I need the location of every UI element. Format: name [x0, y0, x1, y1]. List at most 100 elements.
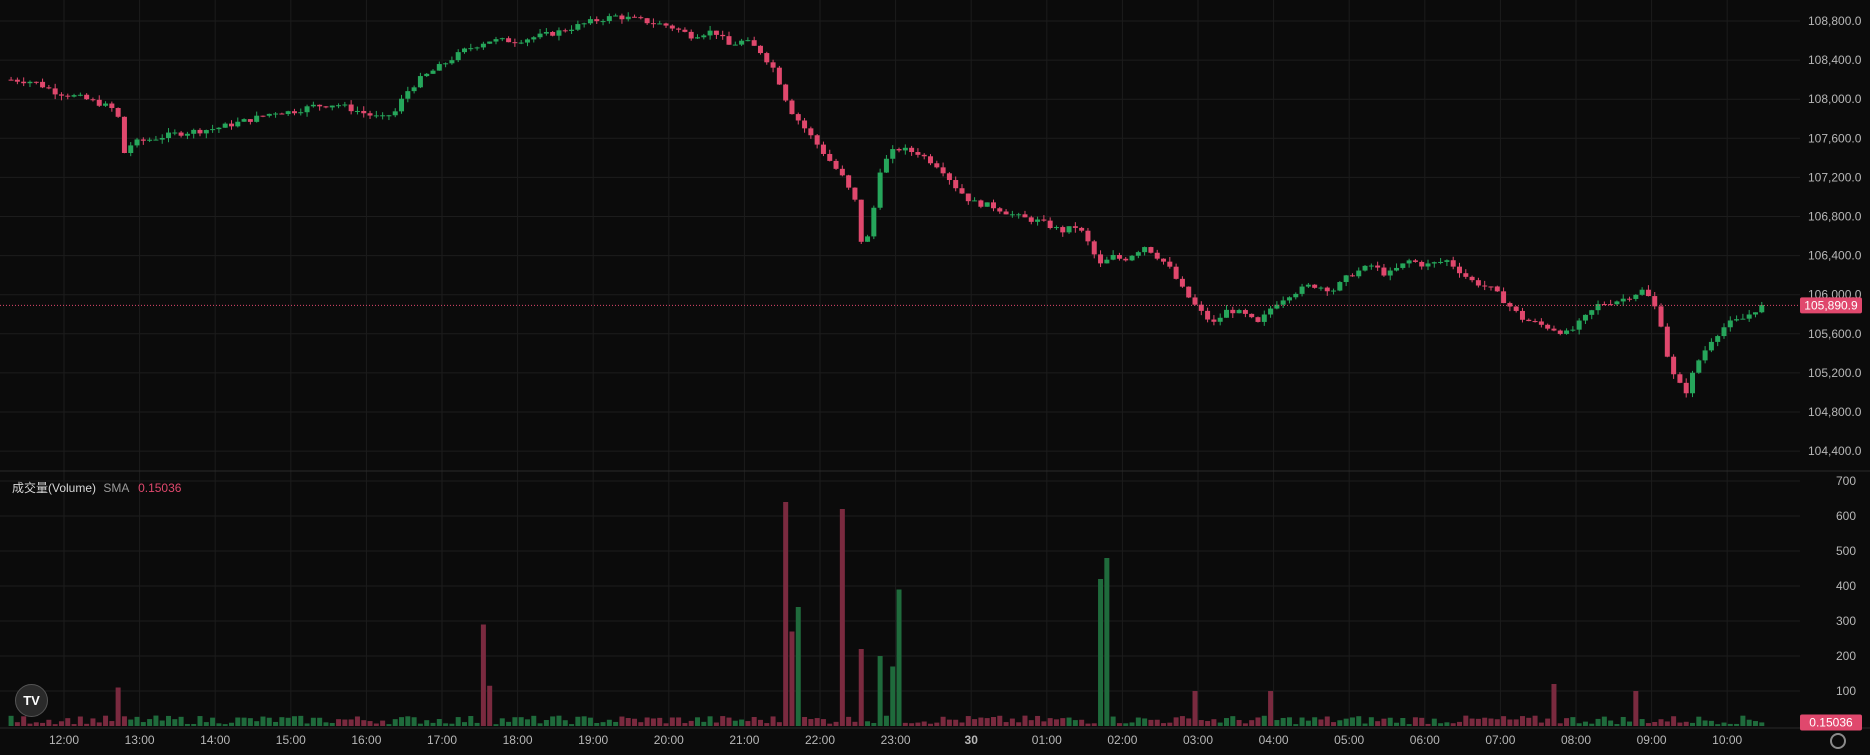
volume-bar: [1192, 691, 1198, 726]
volume-axis-label: 300: [1836, 614, 1856, 628]
candle-body: [317, 104, 323, 107]
price-axis-label: 108,800.0: [1808, 14, 1862, 28]
candle-body: [1734, 319, 1740, 321]
volume-bar: [1261, 715, 1267, 726]
candle-body: [1280, 300, 1286, 305]
candle-body: [1198, 304, 1204, 311]
candle-body: [323, 106, 329, 108]
candle-body: [1368, 265, 1374, 267]
candle-body: [1444, 260, 1450, 262]
candle-body: [279, 113, 285, 115]
candle-body: [814, 135, 820, 145]
volume-bar: [562, 720, 568, 726]
volume-bar: [153, 715, 159, 726]
volume-bar: [210, 717, 216, 726]
candle-body: [1387, 270, 1393, 276]
volume-bar: [1129, 722, 1135, 726]
volume-bar: [1047, 718, 1053, 726]
candle-body: [1356, 270, 1362, 277]
candle-body: [140, 139, 146, 141]
candle-body: [1299, 286, 1305, 294]
volume-bar: [71, 724, 77, 726]
candle-body: [632, 16, 638, 18]
tradingview-logo[interactable]: TV: [15, 684, 48, 717]
candle-body: [304, 106, 310, 113]
candle-body: [726, 36, 732, 45]
volume-bar: [1620, 716, 1626, 726]
volume-bar: [1135, 717, 1141, 726]
candle-body: [1463, 273, 1469, 277]
volume-bar: [128, 719, 134, 726]
candle-body: [1438, 261, 1444, 263]
candle-body: [638, 17, 644, 19]
candle-body: [1230, 309, 1236, 314]
candle-body: [1053, 227, 1059, 229]
volume-bar: [1085, 723, 1091, 726]
candle-body: [499, 38, 505, 40]
candle-body: [1394, 267, 1400, 271]
volume-bar: [625, 718, 631, 726]
candle-body: [147, 139, 153, 141]
candle-body: [115, 108, 121, 117]
candle-body: [342, 104, 348, 106]
candle-body: [1035, 219, 1041, 222]
price-axis-label: 105,600.0: [1808, 327, 1862, 341]
candle-body: [1419, 261, 1425, 267]
candle-body: [764, 53, 770, 63]
candle-body: [1501, 291, 1507, 304]
time-axis-label: 15:00: [276, 733, 306, 747]
volume-bar: [33, 722, 39, 726]
volume-bar: [1475, 718, 1481, 726]
candle-body: [1664, 326, 1670, 357]
volume-bar: [1752, 721, 1758, 726]
price-axis-label: 107,600.0: [1808, 131, 1862, 145]
volume-bar: [1091, 723, 1097, 726]
candle-body: [757, 45, 763, 54]
volume-bar: [1488, 718, 1494, 726]
settings-gear-icon[interactable]: [1830, 733, 1846, 749]
volume-bar: [764, 723, 770, 726]
candle-body: [298, 112, 304, 114]
volume-bar: [392, 719, 398, 726]
volume-bar: [480, 624, 486, 726]
candle-body: [720, 34, 726, 37]
volume-bar: [701, 721, 707, 726]
candle-body: [1557, 330, 1563, 334]
volume-bar: [1576, 723, 1582, 726]
volume-bar: [279, 717, 285, 726]
volume-bar: [1438, 723, 1444, 726]
volume-bar: [865, 721, 871, 726]
candle-body: [776, 67, 782, 85]
candle-body: [1683, 382, 1689, 394]
volume-bar: [669, 717, 675, 726]
candle-body: [953, 180, 959, 189]
volume-bar: [1318, 719, 1324, 726]
volume-bar: [543, 720, 549, 726]
volume-bar: [1513, 719, 1519, 726]
candle-body: [77, 94, 83, 96]
candle-body: [1400, 263, 1406, 268]
volume-bar: [317, 717, 323, 726]
volume-bar: [21, 716, 27, 726]
candle-body: [1469, 276, 1475, 281]
volume-bar: [493, 724, 499, 726]
volume-bar: [1450, 723, 1456, 726]
time-axis-label: 16:00: [351, 733, 381, 747]
candle-body: [1608, 304, 1614, 306]
candle-body: [657, 23, 663, 25]
candle-body: [1431, 262, 1437, 264]
candle-body: [770, 62, 776, 68]
volume-bar: [1538, 722, 1544, 726]
volume-bar: [121, 716, 127, 726]
candle-body: [443, 63, 449, 65]
volume-bar: [688, 720, 694, 726]
volume-bar: [770, 716, 776, 726]
candle-body: [606, 16, 612, 22]
candle-body: [808, 128, 814, 136]
volume-legend: 成交量(Volume) SMA 0.15036: [12, 479, 181, 496]
volume-bar: [632, 718, 638, 726]
candle-body: [1161, 258, 1167, 262]
volume-bar: [1645, 723, 1651, 726]
candle-body: [1142, 247, 1148, 253]
candle-body: [1576, 320, 1582, 330]
